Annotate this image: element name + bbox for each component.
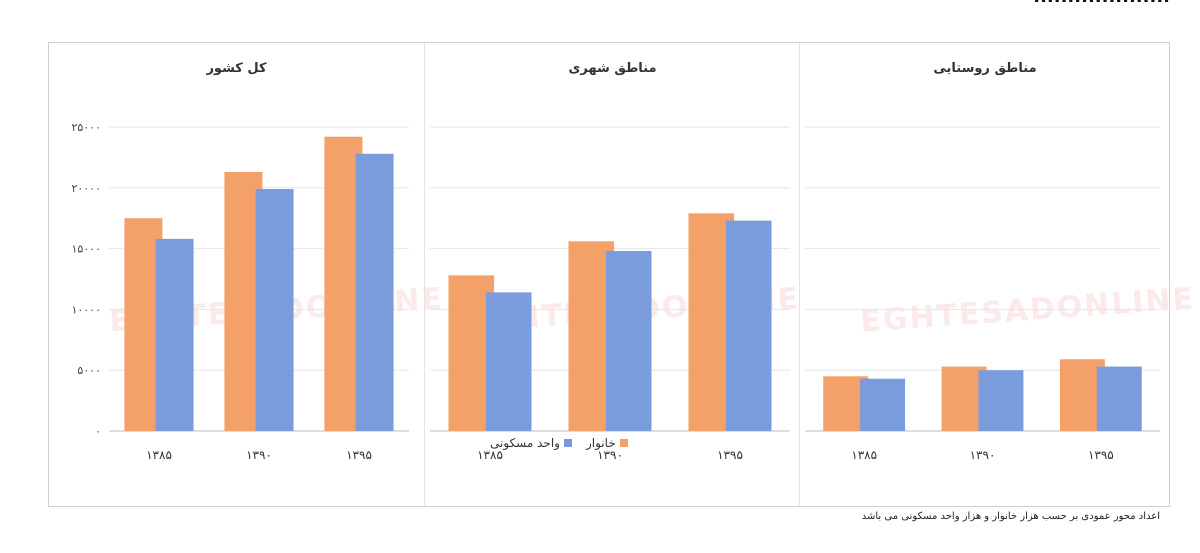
x-tick-label: ۱۳۹۰ (970, 448, 996, 462)
legend-item-households: خانوار (586, 436, 628, 450)
bar-units (860, 379, 905, 431)
legend-swatch-households (620, 439, 628, 447)
legend-swatch-units (564, 439, 572, 447)
x-tick-label: ۱۳۸۵ (477, 448, 503, 462)
bar-units (256, 189, 294, 431)
legend-label-households: خانوار (586, 436, 616, 450)
legend: خانوار واحد مسکونی (490, 436, 628, 450)
bar-units (978, 370, 1023, 431)
y-tick-label: ۱۰۰۰۰ (71, 303, 101, 316)
y-tick-label: ۲۵۰۰۰ (71, 121, 101, 134)
legend-item-units: واحد مسکونی (490, 436, 572, 450)
y-tick-label: ۵۰۰۰ (77, 364, 101, 377)
bar-units (356, 154, 394, 431)
bar-units (486, 292, 532, 431)
x-tick-label: ۱۳۸۵ (851, 448, 877, 462)
y-tick-label: ۱۵۰۰۰ (71, 243, 101, 256)
x-tick-label: ۱۳۹۵ (346, 448, 372, 462)
header-text: .................... (1033, 0, 1170, 7)
bar-chart-rural: ۱۳۸۵ ۱۳۹۰ ۱۳۹۵ (800, 43, 1170, 506)
bar-units (726, 221, 772, 431)
y-tick-label: ۰ (95, 425, 101, 438)
x-tick-label: ۱۳۹۵ (1088, 448, 1114, 462)
x-tick-label: ۱۳۹۰ (246, 448, 272, 462)
x-tick-label: ۱۳۸۵ (146, 448, 172, 462)
x-tick-label: ۱۳۹۵ (717, 448, 743, 462)
bar-units (156, 239, 194, 431)
chart-panel-rural: مناطق روستایی EGHTESADONLINE ۱۳۸۵ ۱۳۹۰ ۱۳۹… (799, 43, 1170, 506)
footnote: اعداد محور عمودی بر حسب هزار خانوار و هز… (862, 511, 1160, 522)
chart-panel-national: کل کشور EGHTESADONLINE ۰۵۰۰۰۱۰۰۰۰۱۵۰۰۰۲۰… (49, 43, 424, 506)
bar-units (606, 251, 652, 431)
bar-units (1097, 367, 1142, 431)
x-tick-label: ۱۳۹۰ (597, 448, 623, 462)
bar-chart-national: ۰ ۵۰۰۰ ۱۰۰۰۰ ۱۵۰۰۰ ۲۰۰۰۰ ۲۵۰۰۰ ۱۳۸۵ ۱۳۹۰ ۱۳۹۵ (49, 43, 424, 506)
y-tick-label: ۲۰۰۰۰ (71, 182, 101, 195)
legend-label-units: واحد مسکونی (490, 436, 560, 450)
